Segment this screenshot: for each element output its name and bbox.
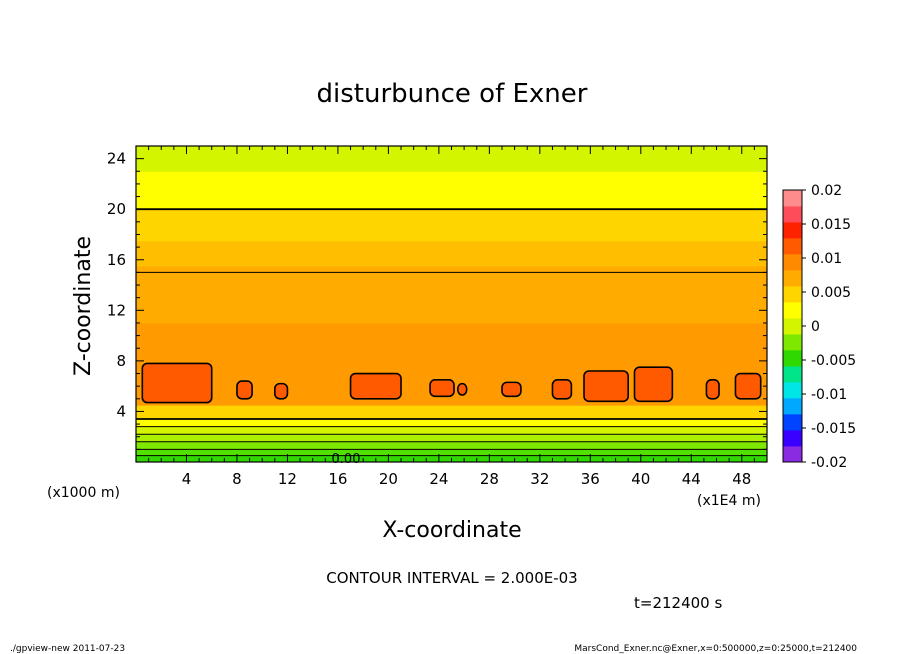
- max-cell-9: [633, 366, 674, 403]
- maximum-cells: [141, 362, 762, 404]
- y-tick-label: 20: [107, 200, 126, 218]
- max-cell-1: [236, 380, 253, 400]
- x-tick-label: 24: [429, 470, 448, 488]
- colorbar-segment: [783, 206, 802, 223]
- colorbar-tick-label: 0.005: [811, 285, 851, 301]
- contour-interval-label: CONTOUR INTERVAL = 2.000E-03: [326, 569, 577, 587]
- footer-left: ./gpview-new 2011-07-23: [10, 644, 125, 654]
- colorbar-segment: [783, 366, 802, 383]
- x-tick-label: 48: [732, 470, 751, 488]
- x-tick-label: 28: [480, 470, 499, 488]
- colorbar-segment: [783, 398, 802, 415]
- max-cell-3: [349, 372, 402, 400]
- max-cell-5: [457, 382, 468, 396]
- x-tick-label: 12: [278, 470, 297, 488]
- colorbar-tick-label: -0.005: [811, 353, 856, 369]
- y-tick-label: 4: [116, 402, 126, 420]
- max-cell-7: [551, 379, 573, 400]
- y-axis-label: Z-coordinate: [71, 236, 96, 376]
- fill-layer-3: [136, 434, 767, 443]
- max-cell-10: [705, 379, 720, 400]
- y-tick-label: 24: [107, 150, 126, 168]
- contour-fill-layers: [136, 146, 767, 463]
- colorbar-segment: [783, 270, 802, 287]
- colorbar-segment: [783, 222, 802, 239]
- colorbar-segment: [783, 238, 802, 255]
- x-axis-label: X-coordinate: [382, 518, 521, 543]
- x-tick-label: 36: [581, 470, 600, 488]
- x-tick-label: 20: [379, 470, 398, 488]
- colorbar-tick-label: -0.015: [811, 421, 856, 437]
- fill-layer-10: [136, 209, 767, 242]
- colorbar-segment: [783, 382, 802, 399]
- x-tick-label: 32: [530, 470, 549, 488]
- fill-layer-1: [136, 449, 767, 457]
- colorbar-tick-label: -0.01: [811, 387, 847, 403]
- contour-value-label: 0.00: [332, 452, 361, 467]
- colorbar-segment: [783, 254, 802, 271]
- y-tick-label: 8: [116, 352, 126, 370]
- colorbar-tick-label: 0.015: [811, 217, 851, 233]
- x-tick-label: 40: [631, 470, 650, 488]
- chart-title: disturbunce of Exner: [317, 79, 588, 109]
- x-tick-label: 4: [182, 470, 192, 488]
- y-axis-ticks: 4 8 12 16 20 24: [107, 145, 767, 463]
- footer-right: MarsCond_Exner.nc@Exner,x=0:500000,z=0:2…: [574, 644, 857, 654]
- colorbar-segment: [783, 318, 802, 335]
- fill-layer-12: [136, 146, 767, 172]
- colorbar: 0.02 0.015 0.01 0.005 0 -0.005 -0.01 -0.015 -0.0…: [782, 183, 856, 471]
- x-axis-units: (x1E4 m): [697, 493, 761, 509]
- colorbar-segment: [783, 350, 802, 367]
- colorbar-tick-label: 0.01: [811, 251, 842, 267]
- colorbar-segment: [783, 286, 802, 303]
- max-cell-0: [141, 362, 213, 404]
- y-tick-label: 16: [107, 251, 126, 269]
- fill-layer-2: [136, 441, 767, 450]
- max-cell-2: [274, 382, 289, 400]
- fill-layer-8: [136, 266, 767, 324]
- time-label: t=212400 s: [634, 594, 722, 612]
- colorbar-segment: [783, 446, 802, 463]
- fill-layer-5: [136, 419, 767, 428]
- y-axis-units: (x1000 m): [47, 485, 120, 501]
- colorbar-segment: [783, 302, 802, 319]
- colorbar-segment: [783, 334, 802, 351]
- x-tick-label: 16: [328, 470, 347, 488]
- x-tick-label: 8: [232, 470, 242, 488]
- colorbar-tick-label: 0: [811, 319, 820, 335]
- x-axis-ticks: 4 8 12 16 20 24 28 32 36 40 44 48: [135, 146, 768, 488]
- colorbar-tick-label: 0.02: [811, 183, 842, 199]
- fill-layer-9: [136, 240, 767, 267]
- colorbar-segment: [783, 190, 802, 207]
- contour-lines: [136, 208, 767, 457]
- max-cell-8: [583, 370, 629, 403]
- fill-layer-4: [136, 426, 767, 435]
- fill-layer-11: [136, 171, 767, 210]
- colorbar-segment: [783, 414, 802, 431]
- y-tick-label: 12: [107, 301, 126, 319]
- x-tick-label: 44: [682, 470, 701, 488]
- fill-layer-6: [136, 405, 767, 420]
- colorbar-segment: [783, 430, 802, 447]
- colorbar-tick-label: -0.02: [811, 455, 847, 471]
- max-cell-4: [429, 379, 455, 398]
- max-cell-11: [734, 372, 762, 400]
- max-cell-6: [501, 381, 522, 398]
